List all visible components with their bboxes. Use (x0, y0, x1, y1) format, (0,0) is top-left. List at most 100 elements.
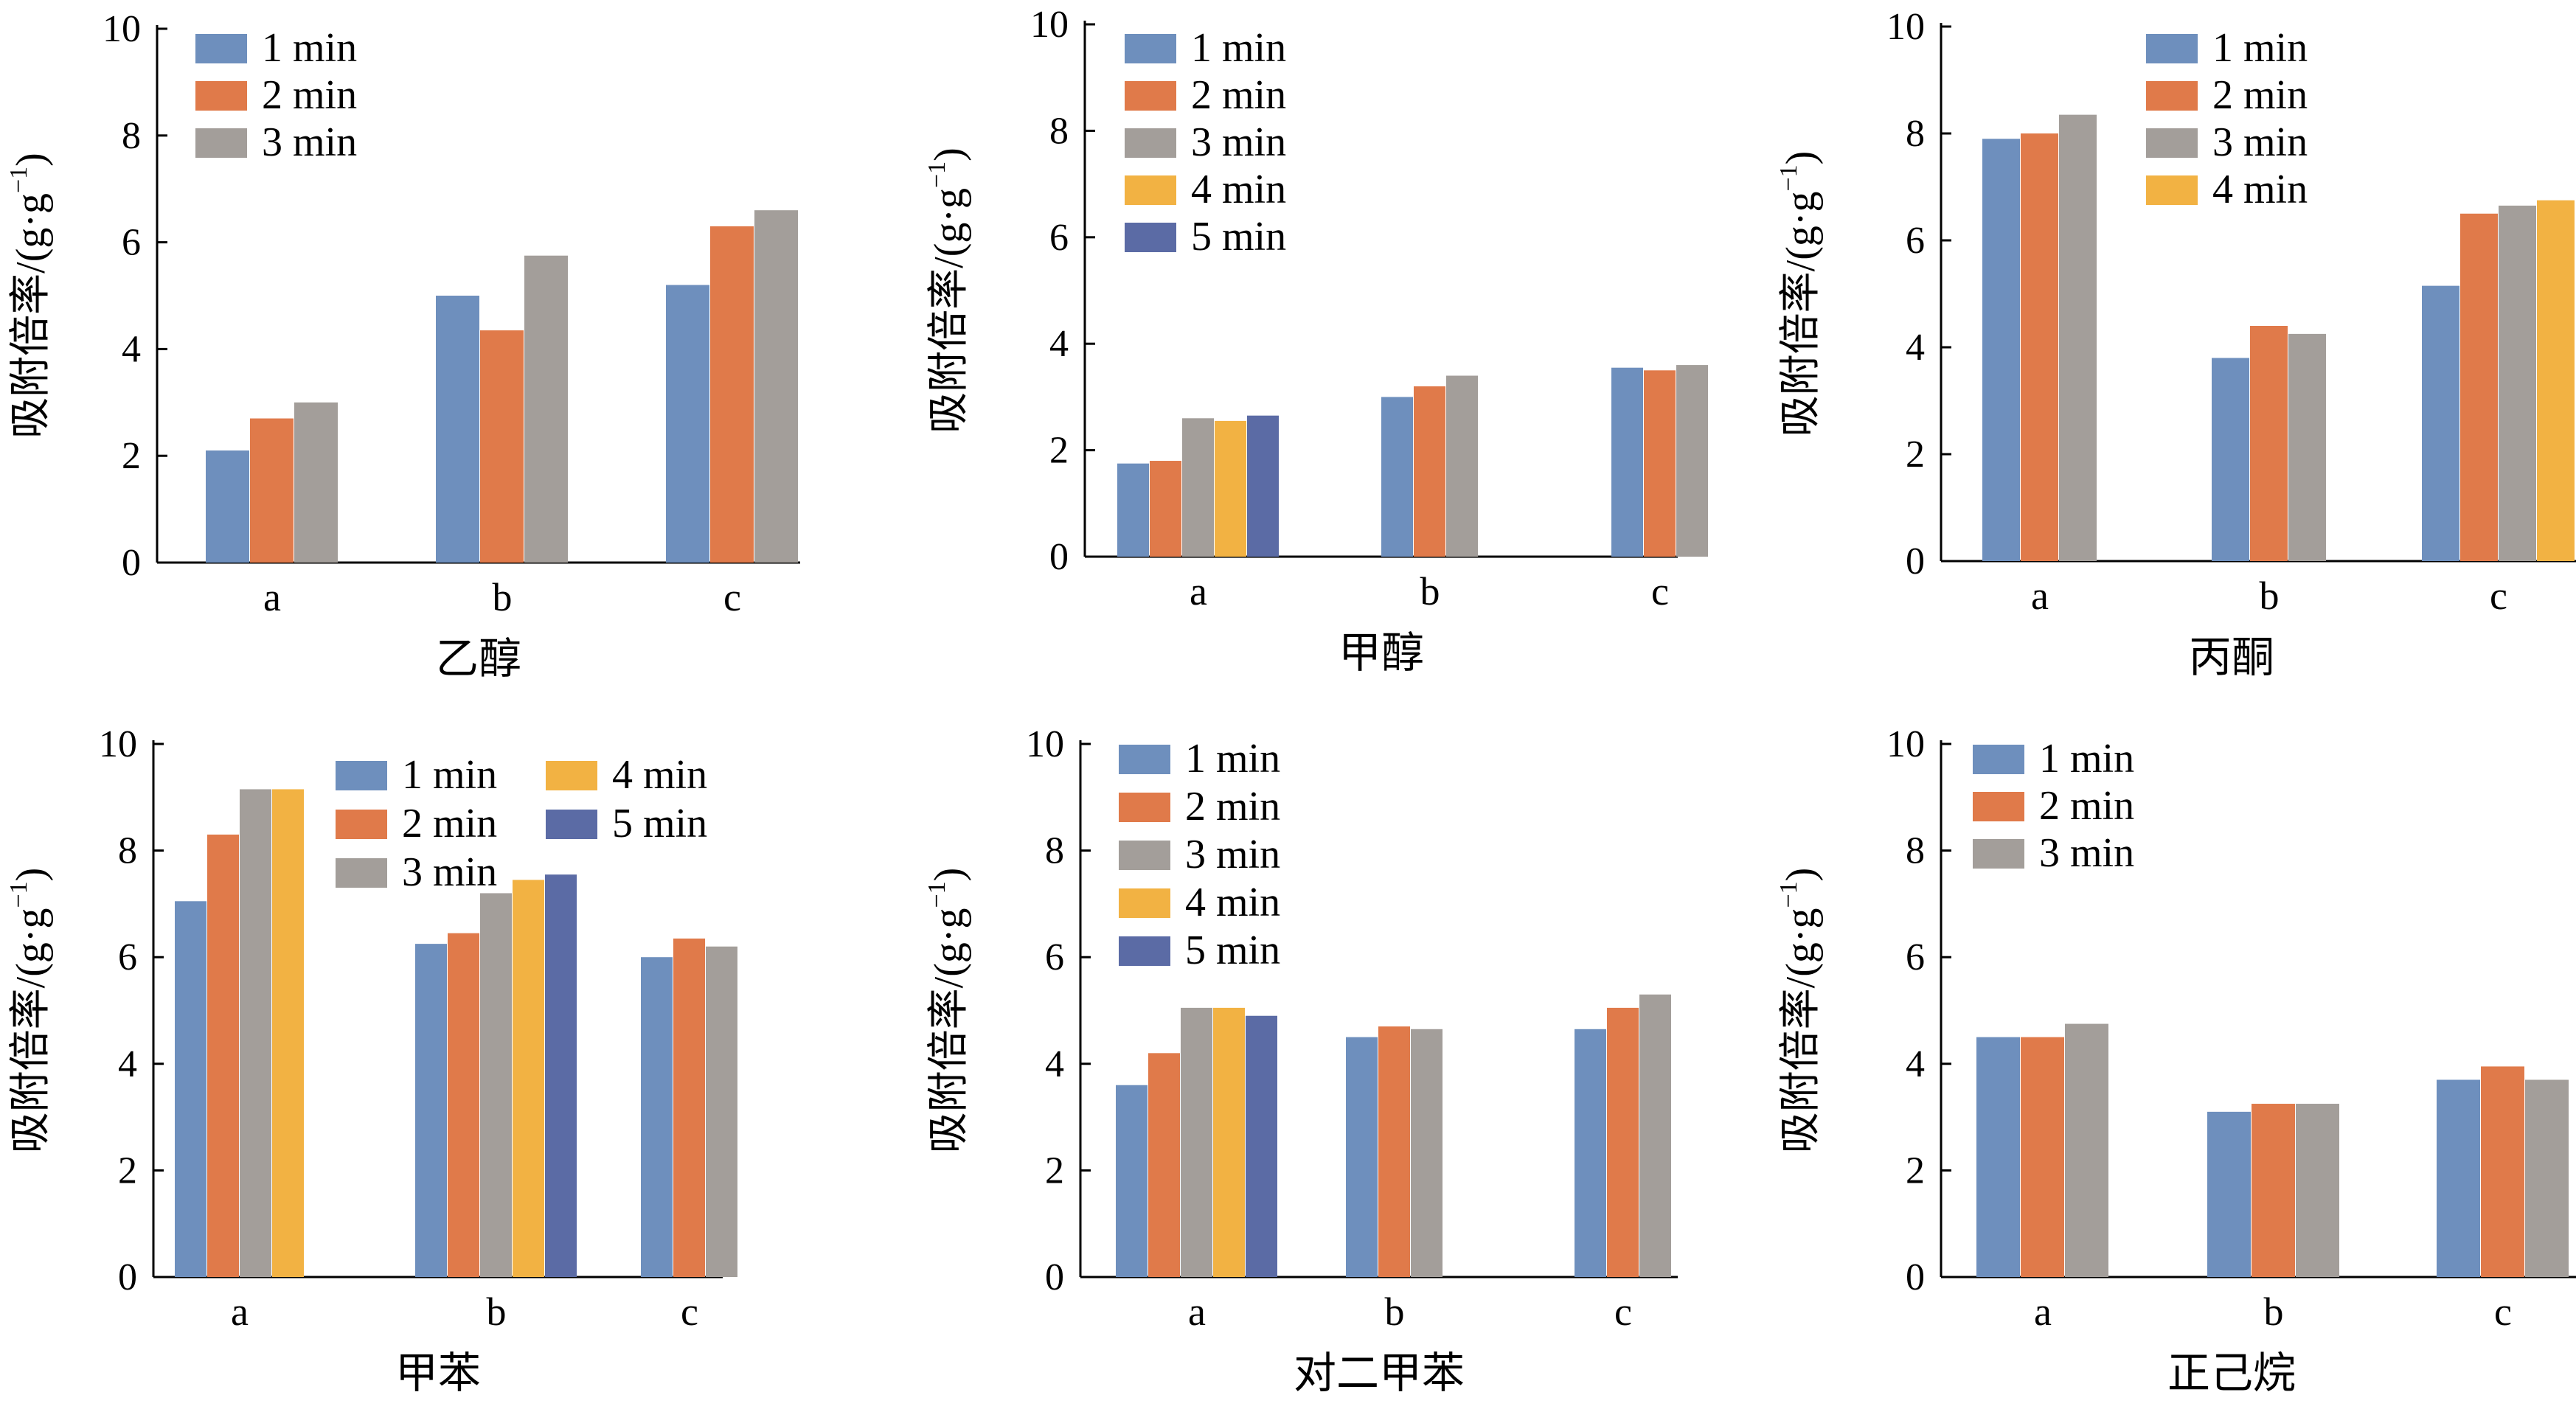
y-tick-label: 6 (1906, 936, 1925, 978)
y-axis-label-close: ) (926, 868, 972, 882)
y-tick-label: 2 (1045, 1149, 1064, 1191)
x-tick-label: c (681, 1290, 698, 1334)
panel-title: 甲苯 (395, 1349, 481, 1397)
y-tick-label: 2 (1049, 430, 1069, 472)
legend-label: 2 min (2039, 783, 2134, 829)
bar (436, 296, 479, 563)
bar (2021, 1037, 2064, 1277)
y-tick-label: 6 (122, 222, 141, 264)
legend-label: 2 min (402, 801, 497, 846)
y-tick-label: 2 (118, 1149, 137, 1191)
legend-label: 1 min (2039, 736, 2134, 782)
x-tick-label: c (2494, 1290, 2512, 1334)
bar (710, 226, 754, 563)
y-tick-label: 10 (1886, 6, 1925, 48)
y-axis-label-text: 吸附倍率/(g·g (1778, 908, 1824, 1153)
x-tick-label: b (487, 1290, 507, 1334)
legend-swatch (336, 858, 387, 888)
y-axis-label-text: 吸附倍率/(g·g (926, 908, 972, 1153)
legend-swatch (1973, 745, 2024, 774)
bar (2422, 285, 2459, 561)
legend-swatch (1119, 793, 1170, 822)
legend-swatch (1119, 888, 1170, 918)
legend-label: 5 min (612, 801, 707, 846)
panel-title: 对二甲苯 (1294, 1349, 1465, 1397)
y-axis-label-close: ) (1778, 151, 1824, 165)
y-tick-label: 0 (122, 542, 141, 584)
bar (2481, 1066, 2524, 1277)
x-tick-label: c (1651, 569, 1669, 613)
bar (240, 789, 271, 1277)
panel-title: 正己烷 (2167, 1349, 2296, 1397)
legend-label: 4 min (1185, 880, 1280, 925)
legend-label: 4 min (612, 752, 707, 798)
y-tick-label: 8 (1045, 830, 1064, 872)
x-tick-label: b (493, 575, 513, 619)
y-tick-label: 2 (122, 435, 141, 477)
y-axis-label-sup: −1 (923, 881, 951, 908)
legend-label: 2 min (262, 72, 357, 118)
legend-swatch (2146, 175, 2198, 205)
bar (207, 834, 239, 1277)
bar (1676, 365, 1708, 557)
y-axis-label: 吸附倍率/(g·g−1) (1775, 868, 1824, 1154)
x-tick-label: a (2031, 574, 2049, 618)
y-tick-label: 0 (1906, 1256, 1925, 1298)
y-axis-label-text: 吸附倍率/(g·g (926, 188, 972, 434)
bar (2021, 133, 2058, 561)
bar (1639, 994, 1671, 1277)
bar (2525, 1079, 2569, 1277)
legend-swatch (1125, 175, 1176, 205)
bar (1381, 397, 1413, 557)
legend-label: 4 min (1191, 167, 1286, 212)
legend-label: 3 min (1185, 832, 1280, 877)
bar (666, 285, 709, 563)
bar (1644, 370, 1676, 557)
legend-swatch (195, 81, 247, 111)
y-axis-label-close: ) (1778, 868, 1824, 882)
legend-label: 1 min (402, 752, 497, 798)
bar (513, 880, 544, 1277)
y-tick-label: 6 (1906, 220, 1925, 262)
y-tick-label: 4 (1045, 1043, 1064, 1085)
y-tick-label: 10 (1030, 4, 1069, 46)
y-tick-label: 8 (122, 115, 141, 157)
y-tick-label: 8 (1906, 830, 1925, 872)
y-axis-label: 吸附倍率/(g·g−1) (5, 868, 54, 1154)
legend-swatch (195, 34, 247, 63)
y-tick-label: 0 (1049, 536, 1069, 578)
x-tick-label: a (1190, 569, 1207, 613)
y-axis-label: 吸附倍率/(g·g−1) (923, 868, 972, 1154)
y-tick-label: 4 (122, 328, 141, 370)
y-axis-label-text: 吸附倍率/(g·g (1778, 191, 1824, 436)
legend-label: 1 min (1185, 736, 1280, 782)
y-axis-label-close: ) (8, 153, 54, 167)
bar (1378, 1026, 1410, 1277)
bar (524, 255, 568, 563)
bar (2207, 1111, 2251, 1277)
bar (1607, 1007, 1639, 1277)
legend-swatch (336, 761, 387, 790)
x-tick-label: c (1614, 1290, 1632, 1334)
y-tick-label: 2 (1906, 434, 1925, 476)
y-tick-label: 10 (1026, 723, 1064, 765)
legend-label: 5 min (1185, 928, 1280, 973)
legend-label: 2 min (1185, 784, 1280, 829)
panel-title: 甲醇 (1339, 629, 1424, 677)
legend-swatch (1125, 34, 1176, 63)
y-axis-label-sup: −1 (1775, 881, 1802, 908)
bar (175, 901, 206, 1277)
bar (2460, 213, 2498, 561)
y-axis-label-sup: −1 (5, 167, 32, 193)
bar (2059, 114, 2097, 561)
bar (641, 957, 673, 1277)
bar (1150, 461, 1181, 557)
